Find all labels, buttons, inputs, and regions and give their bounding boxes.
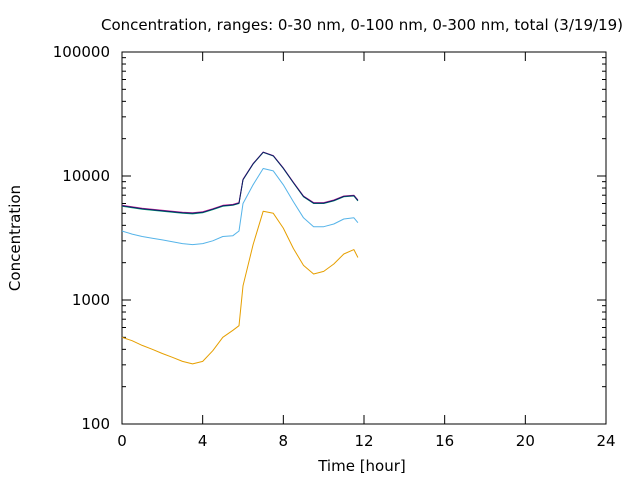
x-tick-label: 24 <box>596 432 615 450</box>
y-tick-label: 100 <box>81 415 110 433</box>
x-tick-label: 4 <box>198 432 208 450</box>
x-tick-label: 16 <box>435 432 454 450</box>
y-tick-label: 1000 <box>72 291 110 309</box>
x-tick-label: 0 <box>117 432 127 450</box>
chart-title: Concentration, ranges: 0-30 nm, 0-100 nm… <box>101 16 623 34</box>
series-line-5 <box>121 151 359 214</box>
x-tick-label: 20 <box>516 432 535 450</box>
series-line-1 <box>121 210 359 365</box>
series-line-3 <box>121 151 359 215</box>
series-layer <box>121 151 359 365</box>
series-line-2 <box>121 168 359 246</box>
y-tick-label: 100000 <box>53 43 110 61</box>
x-axis: 0 4 8 12 16 20 24 <box>117 52 616 450</box>
x-tick-label: 8 <box>279 432 289 450</box>
x-axis-label: Time [hour] <box>317 457 406 475</box>
y-tick-label: 10000 <box>62 167 110 185</box>
plot-frame <box>121 51 607 425</box>
x-tick-label: 12 <box>354 432 373 450</box>
y-axis: 100 1000 10000 100000 <box>53 43 606 433</box>
y-axis-label: Concentration <box>6 185 24 291</box>
